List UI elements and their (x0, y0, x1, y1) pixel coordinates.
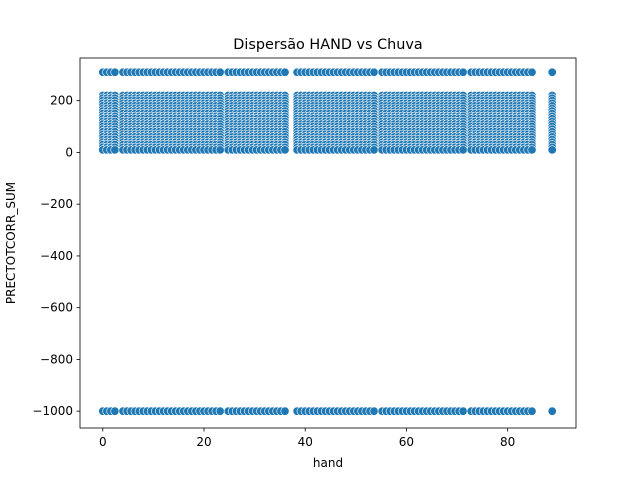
y-tick-label: 200 (50, 94, 73, 108)
scatter-point (215, 145, 225, 155)
scatter-point (527, 67, 537, 77)
scatter-point (547, 67, 557, 77)
scatter-point (280, 67, 290, 77)
chart-title: Dispersão HAND vs Chuva (233, 37, 422, 53)
y-tick-label: −800 (40, 352, 73, 366)
scatter-point (369, 145, 379, 155)
scatter-point (458, 67, 468, 77)
y-axis-label: PRECTOTCORR_SUM (4, 182, 18, 304)
y-tick-label: −200 (40, 197, 73, 211)
scatter-point (215, 406, 225, 416)
scatter-point (458, 145, 468, 155)
x-tick-label: 40 (298, 435, 313, 449)
x-tick-label: 80 (500, 435, 515, 449)
y-tick-label: −400 (40, 249, 73, 263)
scatter-point (547, 406, 557, 416)
y-axis: −1000 −800 −600 −400 −200 0 200 (32, 94, 80, 418)
scatter-point (369, 406, 379, 416)
y-tick-label: −1000 (32, 404, 73, 418)
x-tick-label: 0 (99, 435, 107, 449)
data-points (98, 67, 557, 416)
x-tick-label: 60 (399, 435, 414, 449)
x-axis: 0 20 40 60 80 (99, 428, 515, 449)
x-axis-label: hand (313, 456, 343, 470)
scatter-point (527, 406, 537, 416)
scatter-point (527, 145, 537, 155)
scatter-point (280, 406, 290, 416)
y-tick-label: −600 (40, 301, 73, 315)
plot-frame (79, 57, 577, 429)
y-tick-label: 0 (65, 145, 73, 159)
x-tick-label: 20 (196, 435, 211, 449)
scatter-point (547, 145, 557, 155)
scatter-point (458, 406, 468, 416)
scatter-point (110, 145, 120, 155)
scatter-point (110, 67, 120, 77)
scatter-point (280, 145, 290, 155)
scatter-point (110, 406, 120, 416)
scatter-point (215, 67, 225, 77)
scatter-point (369, 67, 379, 77)
